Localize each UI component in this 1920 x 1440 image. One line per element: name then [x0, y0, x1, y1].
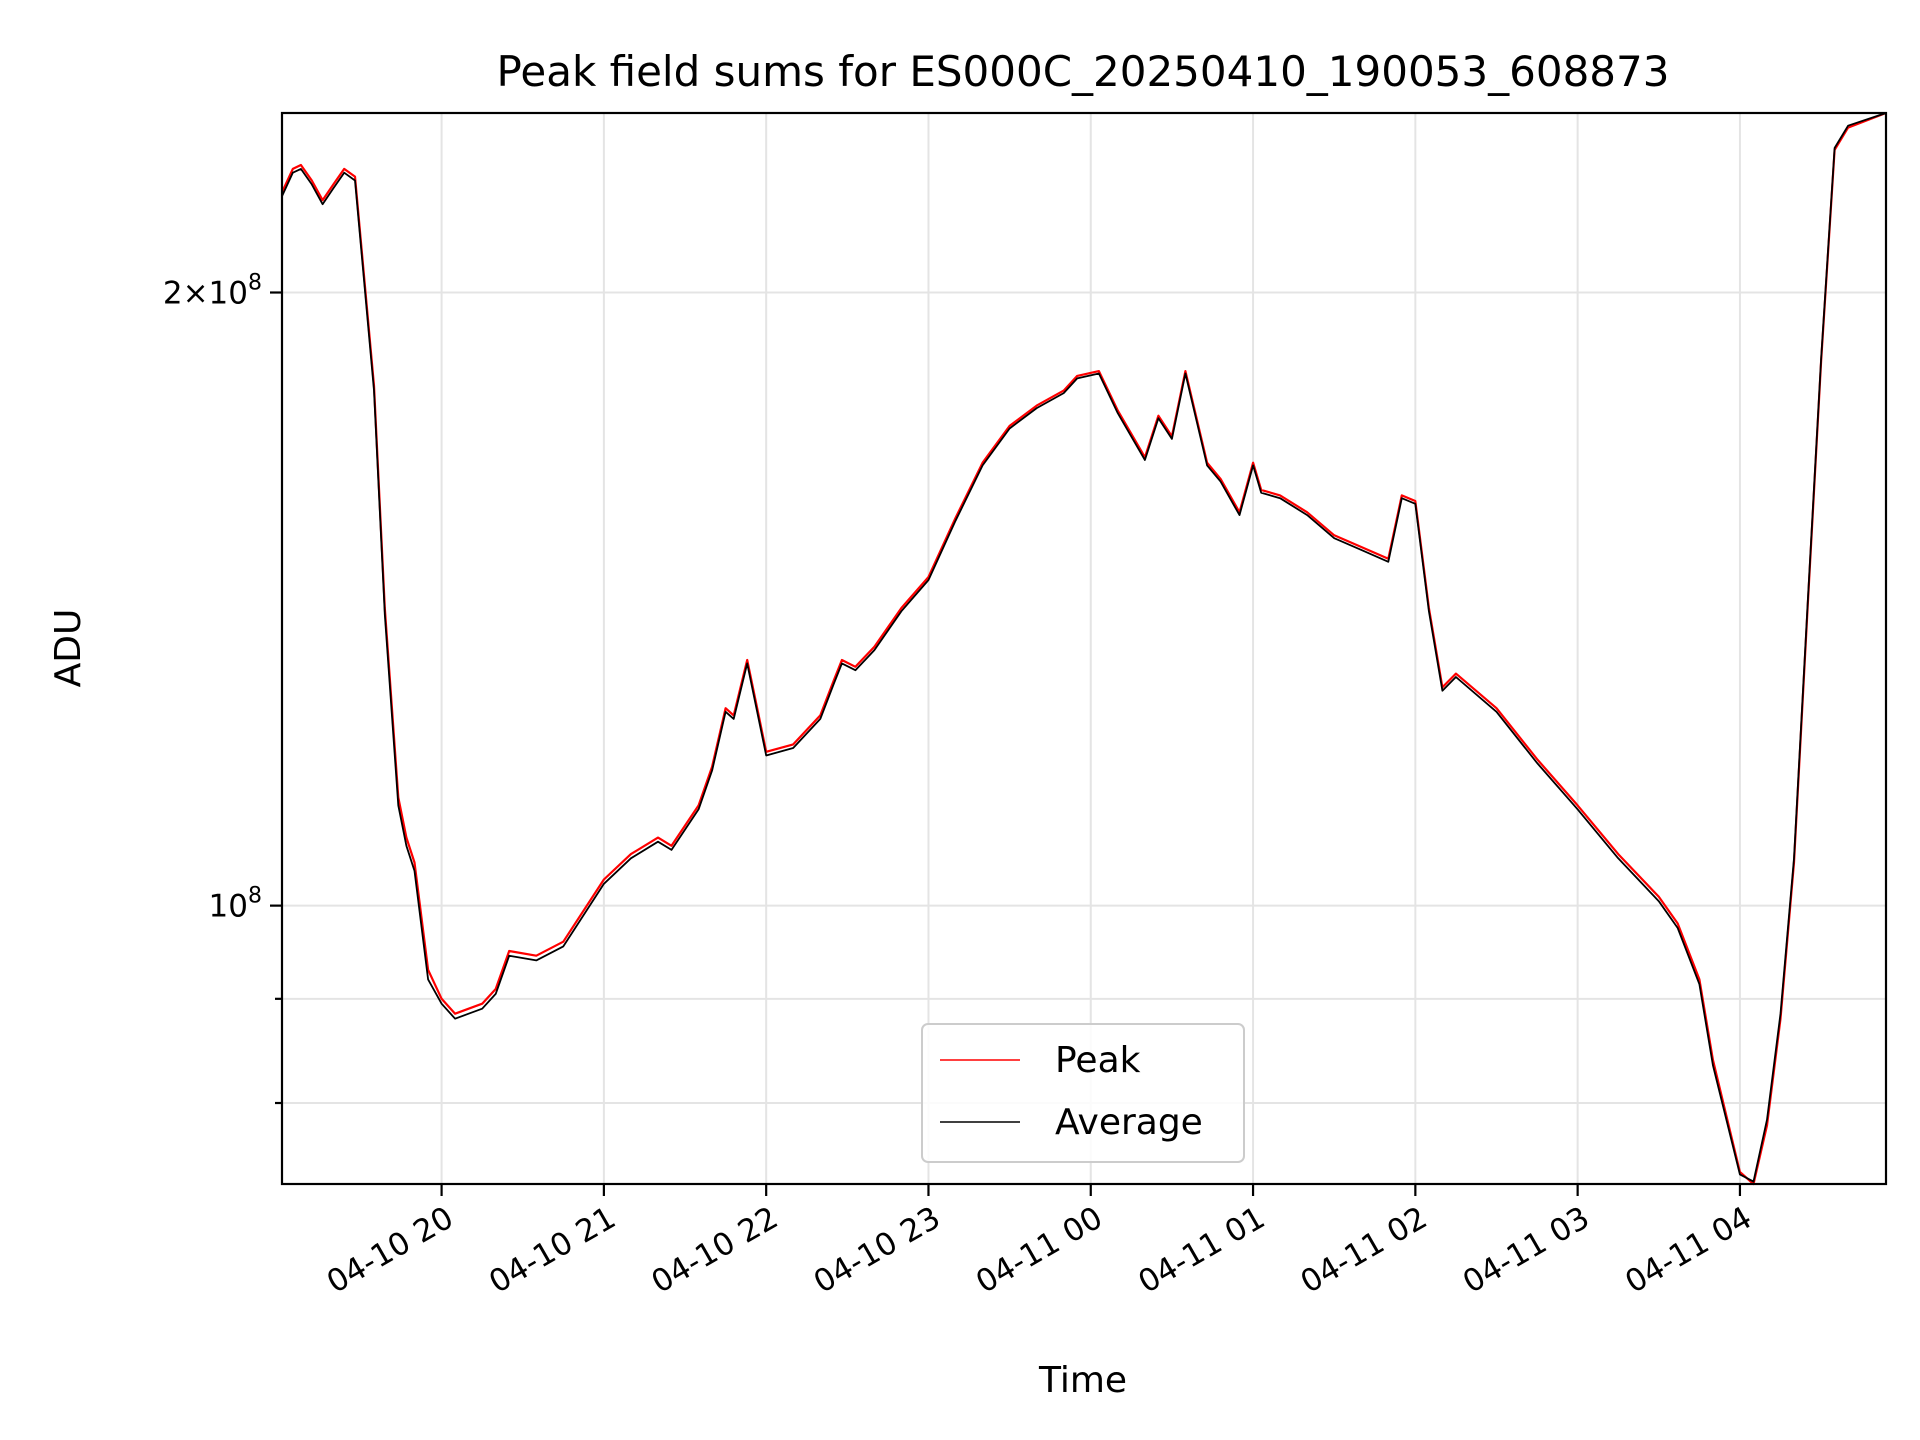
legend-label-average: Average [1055, 1102, 1203, 1143]
plot-frame [280, 111, 1888, 1186]
series-line-peak [281, 111, 1887, 1186]
legend: Peak Average [921, 1023, 1245, 1163]
x-axis-label: Time [1038, 1360, 1127, 1401]
legend-label-peak: Peak [1055, 1040, 1141, 1081]
series-layer [281, 111, 1887, 1186]
y-tick-label: 108 [209, 884, 262, 925]
y-axis-label: ADU [48, 609, 89, 688]
series-line-average [281, 112, 1887, 1183]
legend-box [921, 1023, 1245, 1163]
chart-title: Peak field sums for ES000C_20250410_1900… [497, 47, 1670, 96]
y-tick-label: 2×108 [163, 271, 262, 312]
grid-layer [282, 113, 1886, 1184]
